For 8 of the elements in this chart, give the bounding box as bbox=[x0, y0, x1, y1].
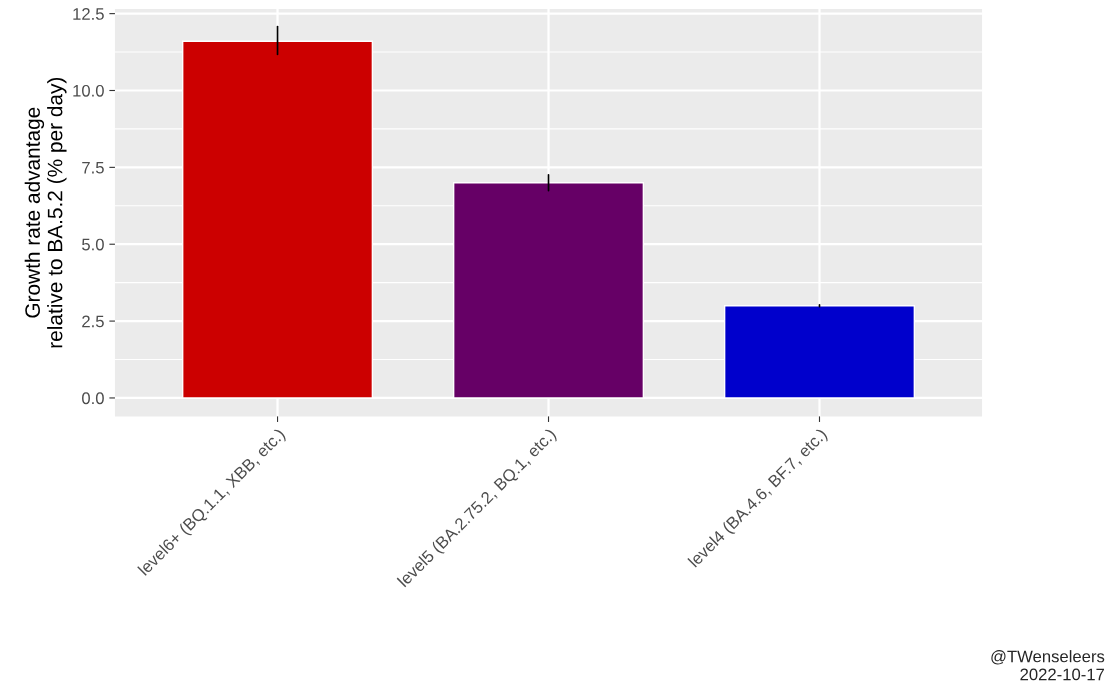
y-tick-label: 2.5 bbox=[82, 315, 104, 328]
y-tick-label: 0.0 bbox=[82, 392, 104, 405]
y-tick-label: 7.5 bbox=[82, 161, 104, 174]
y-axis-title: Growth rate advantage relative to BA.5.2 (% per day) bbox=[24, 77, 67, 348]
y-tick-label: 5.0 bbox=[82, 238, 104, 251]
text: @TWenseleers 2022-10-17 bbox=[991, 650, 1105, 681]
y-tick-label: 12.5 bbox=[73, 8, 104, 20]
y-tick-label: 10.0 bbox=[73, 84, 104, 97]
